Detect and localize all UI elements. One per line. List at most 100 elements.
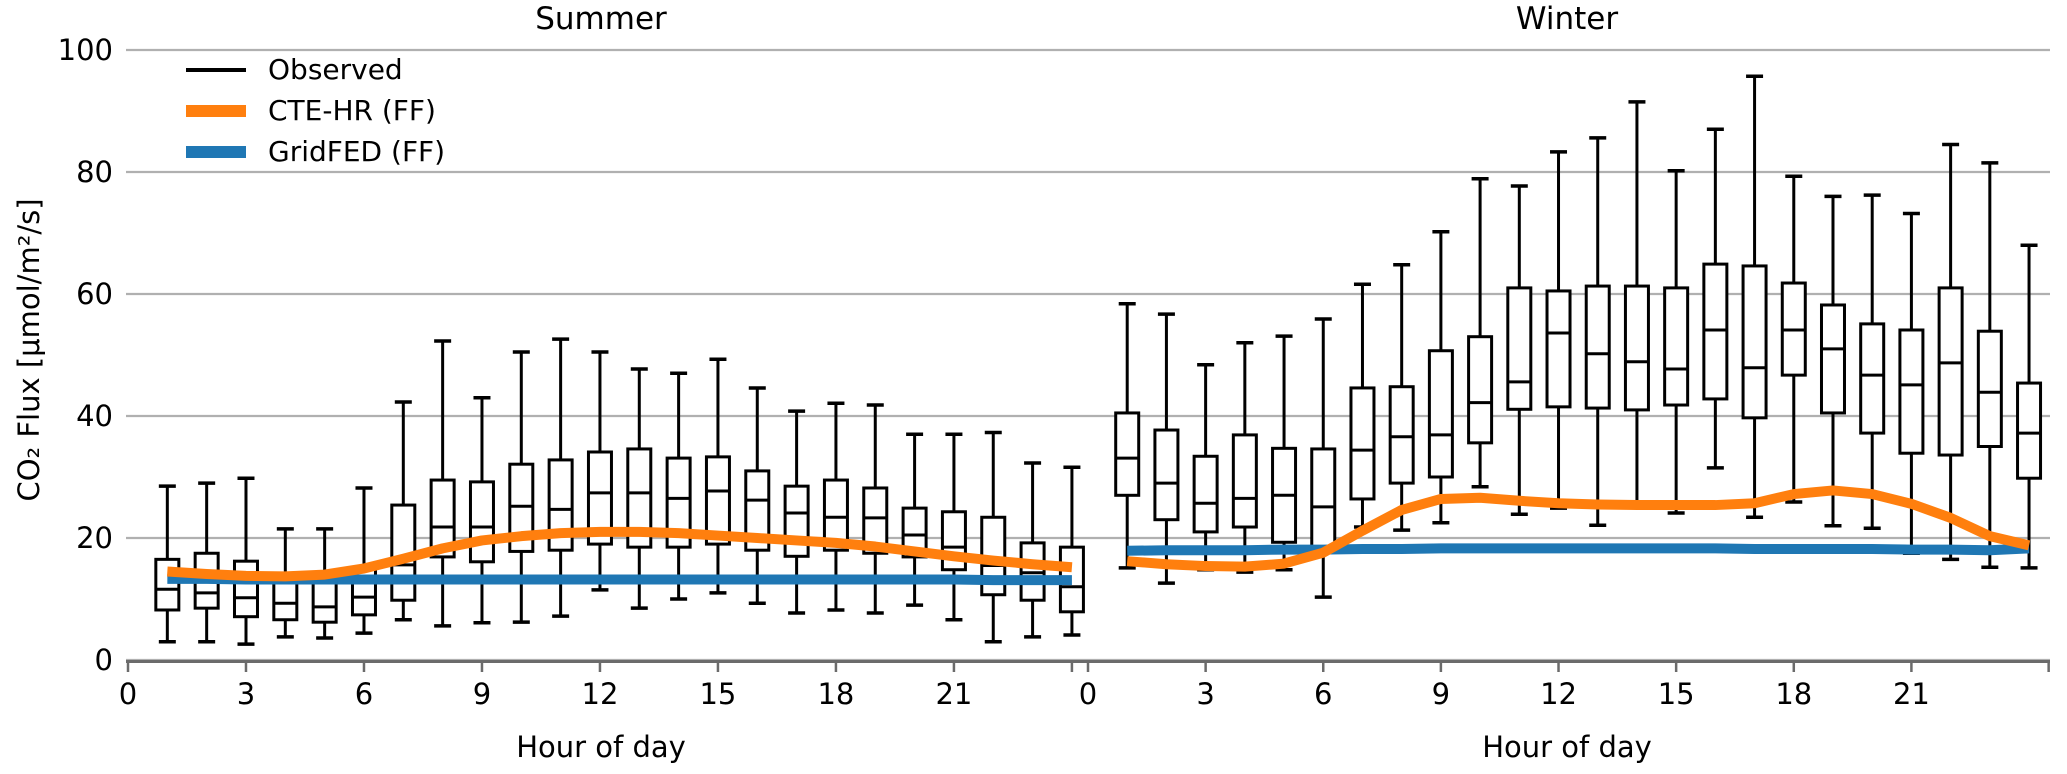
boxplot-hour-16 [1702,127,1729,470]
box-iqr [901,506,928,559]
box-iqr [547,458,574,552]
panel-summer: 0 3 6 9 12 15 18 21 [119,337,1085,711]
series-line-cte_hr [1126,485,2031,572]
boxplot-hour-3 [232,476,259,646]
box-iqr [1663,286,1690,407]
legend-item-cte-hr: CTE-HR (FF) [186,90,445,131]
gridfed-line-swatch-icon [186,145,246,158]
boxplot-hour-9 [468,395,495,625]
boxplot-hour-15 [1663,169,1690,515]
boxplot-hour-9 [1427,230,1454,525]
x-axis-label-summer: Hour of day [516,730,686,764]
boxplot-hour-16 [744,386,771,606]
panel-winter: 0 3 6 9 12 15 18 21 [1079,74,2050,711]
box-iqr [311,576,338,624]
box-iqr [744,469,771,552]
box-iqr [704,455,731,546]
x-tick-label-18: 18 [817,677,854,711]
boxplot-hour-5 [1271,334,1298,572]
box-iqr [272,577,299,622]
y-tick-label-40: 40 [76,399,113,433]
y-tick-label-100: 100 [58,33,113,67]
box-iqr [1545,289,1572,409]
boxplot-hour-20 [1859,193,1886,530]
box-iqr [1859,322,1886,435]
y-tick-label-60: 60 [76,277,113,311]
boxplot-hour-8 [1388,262,1415,532]
box-iqr [822,478,849,552]
legend-label: Observed [268,52,403,86]
box-iqr [626,447,653,549]
box-iqr [665,456,692,549]
y-tick-label-20: 20 [76,521,113,555]
boxplot-hour-6 [1310,317,1337,599]
box-iqr [1898,328,1925,455]
box-iqr [154,557,181,612]
box-iqr [1388,385,1415,485]
boxplot-hour-13 [626,367,653,610]
boxplot-hour-18 [822,401,849,612]
y-axis-label: CO₂ Flux [μmol/m²/s] [12,198,46,502]
boxplot-hour-10 [1467,176,1494,489]
x-tick-label-0: 0 [1079,677,1097,711]
box-iqr [1192,454,1219,534]
boxplot-hour-1 [1114,302,1141,570]
y-tick-label-0: 0 [95,643,113,677]
boxplot-hour-23 [1976,161,2003,570]
boxplot-hour-23 [1019,461,1046,639]
box-iqr [586,450,613,546]
cte-hr-line-swatch-icon [186,104,246,117]
boxplot-hour-22 [980,430,1007,644]
box-iqr [1584,284,1611,410]
box-iqr [1623,284,1650,412]
x-tick-label-12: 12 [582,677,619,711]
boxplot-hour-2 [1153,312,1180,585]
boxplot-hour-17 [1741,74,1768,520]
legend-label: GridFED (FF) [268,134,446,168]
boxplot-hour-24 [1058,465,1085,637]
box-iqr [232,559,259,619]
x-axis-label-winter: Hour of day [1482,730,1652,764]
boxplot-hour-4 [1231,341,1258,574]
observed-line-swatch-icon [186,67,246,72]
legend-label: CTE-HR (FF) [268,93,436,127]
x-tick-label-15: 15 [1658,677,1695,711]
x-tick-label-9: 9 [473,677,491,711]
x-tick-label-21: 21 [1893,677,1930,711]
boxplot-hour-1 [154,484,181,644]
box-iqr [1702,262,1729,401]
boxplot-hour-22 [1937,142,1964,562]
box-iqr [1153,428,1180,522]
legend-item-gridfed: GridFED (FF) [186,131,445,172]
box-iqr [508,462,535,553]
boxplot-hour-3 [1192,363,1219,572]
boxplot-hour-14 [1623,100,1650,507]
box-iqr [1506,286,1533,411]
series-line-cte_hr [167,526,1073,582]
box-iqr [1231,433,1258,529]
x-tick-label-3: 3 [237,677,255,711]
boxplot-hour-6 [350,486,377,635]
x-tick-label-21: 21 [935,677,972,711]
boxplot-hour-18 [1780,174,1807,504]
x-tick-label-18: 18 [1775,677,1812,711]
box-iqr [1741,264,1768,420]
legend: Observed CTE-HR (FF) GridFED (FF) [186,49,445,172]
x-tick-label-6: 6 [1314,677,1332,711]
legend-item-observed: Observed [186,49,445,90]
y-tick-label-80: 80 [76,155,113,189]
panel-title-winter: Winter [1515,1,1619,37]
boxplot-hour-2 [193,481,220,644]
box-iqr [1976,329,2003,448]
boxplot-hour-19 [1819,194,1846,528]
boxplot-hour-15 [704,357,731,595]
boxplot-hour-13 [1584,136,1611,527]
panel-title-summer: Summer [535,1,667,37]
box-iqr [1349,386,1376,501]
box-iqr [1114,411,1141,497]
box-iqr [1819,303,1846,415]
x-tick-label-12: 12 [1540,677,1577,711]
boxplot-hour-7 [390,400,417,622]
